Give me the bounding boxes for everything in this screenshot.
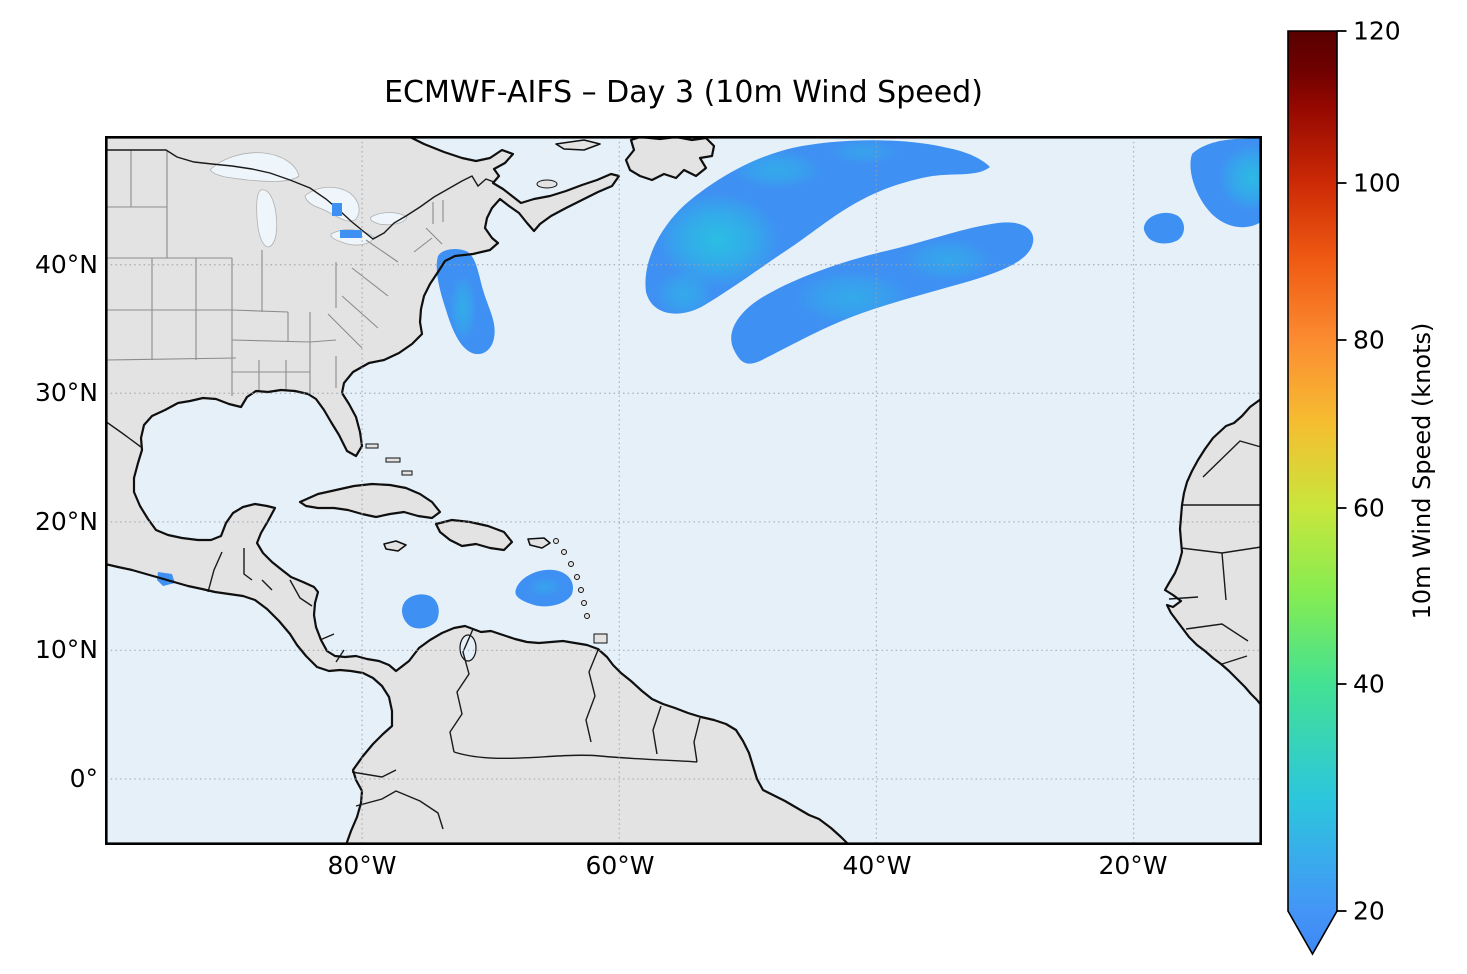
cbar-tick-60: 60 <box>1353 494 1385 523</box>
wind-speed-field <box>157 138 1261 629</box>
cbar-tick-20: 20 <box>1353 897 1385 926</box>
lesser-antilles-island <box>584 613 590 619</box>
wind-blob-lake-erie <box>340 230 362 238</box>
x-tick-20w: 20°W <box>1098 851 1168 880</box>
y-tick-40n: 40°N <box>34 250 98 279</box>
great-lakes <box>209 152 408 248</box>
country-borders <box>105 149 1262 830</box>
y-tick-30n: 30°N <box>34 378 98 407</box>
cbar-tick-40: 40 <box>1353 670 1385 699</box>
colorbar-axis-label: 10m Wind Speed (knots) <box>1408 323 1436 620</box>
north-america-landmass <box>105 136 849 845</box>
gridlines <box>106 137 1261 844</box>
colorbar-gradient-bar <box>1287 30 1338 956</box>
colorbar-ticks <box>1337 30 1347 912</box>
bahamas-island <box>365 443 379 449</box>
map-plot-area <box>105 136 1262 845</box>
prince-edward-island <box>536 179 558 189</box>
lesser-antilles-island <box>581 600 587 606</box>
small-islands <box>365 179 608 644</box>
lesser-antilles-island <box>568 561 574 567</box>
lake-michigan <box>256 189 278 248</box>
wind-core-overlays <box>654 140 900 314</box>
lesser-antilles-island <box>574 574 580 580</box>
us-canada-border <box>105 149 500 240</box>
colorbar-tick-labels: 120 100 80 60 40 20 <box>1353 17 1401 926</box>
y-tick-0: 0° <box>69 764 98 793</box>
y-tick-10n: 10°N <box>34 635 98 664</box>
bahamas-island <box>401 470 413 476</box>
map-frame <box>105 136 1262 845</box>
lesser-antilles-island <box>578 587 584 593</box>
newfoundland-island <box>626 137 714 180</box>
bahamas-island <box>385 457 401 463</box>
wind-blob-small-cell <box>1143 212 1184 244</box>
plot-title: ECMWF-AIFS – Day 3 (10m Wind Speed) <box>384 75 983 110</box>
colorbar: 120 100 80 60 40 20 10m Wind Speed (knot… <box>1287 17 1436 956</box>
lesser-antilles-island <box>561 549 567 555</box>
lake-ontario <box>370 212 408 226</box>
x-tick-60w: 60°W <box>585 851 655 880</box>
cbar-tick-120: 120 <box>1353 17 1401 46</box>
cbar-tick-100: 100 <box>1353 169 1401 198</box>
us-mexico-border <box>105 420 142 448</box>
y-tick-20n: 20°N <box>34 507 98 536</box>
x-tick-80w: 80°W <box>327 851 397 880</box>
us-state-borders <box>105 150 444 396</box>
cbar-tick-80: 80 <box>1353 326 1385 355</box>
lesser-antilles-island <box>553 538 559 544</box>
x-tick-40w: 40°W <box>842 851 912 880</box>
wind-blob-lake-huron <box>332 203 342 216</box>
wind-blob-central-caribbean <box>402 594 439 629</box>
trinidad-island <box>593 633 608 644</box>
lake-superior <box>209 152 300 182</box>
cuba-island <box>300 484 440 518</box>
